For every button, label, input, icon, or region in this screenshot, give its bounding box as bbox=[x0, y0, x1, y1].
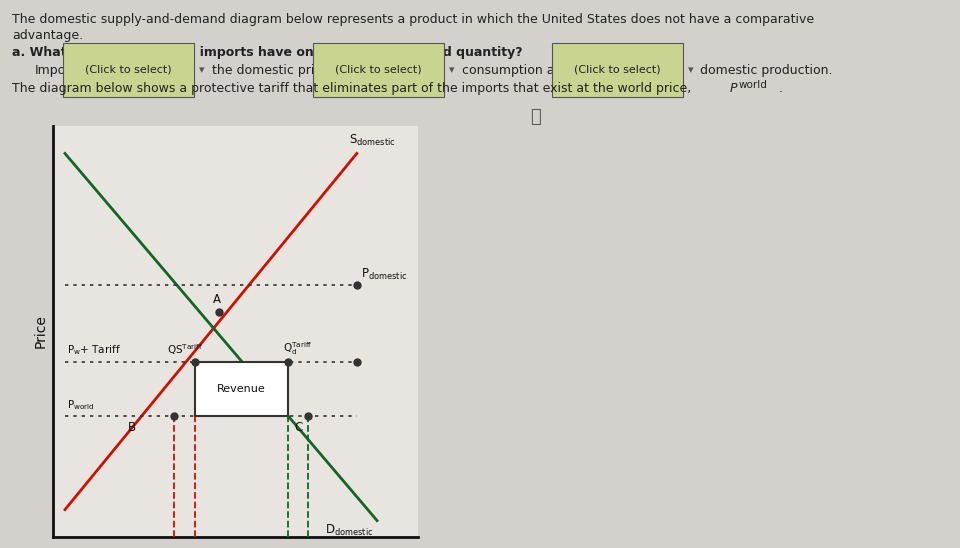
Text: ⓘ: ⓘ bbox=[530, 108, 540, 126]
Text: B: B bbox=[128, 421, 136, 434]
Text: P$_{\mathregular{w}}$+ Tariff: P$_{\mathregular{w}}$+ Tariff bbox=[67, 344, 121, 357]
Text: S$_{\mathregular{domestic}}$: S$_{\mathregular{domestic}}$ bbox=[348, 133, 396, 148]
Text: Q$_{\mathregular{d}}^{\mathregular{Tariff}}$: Q$_{\mathregular{d}}^{\mathregular{Tarif… bbox=[283, 340, 313, 357]
Text: P: P bbox=[730, 82, 737, 95]
Text: (Click to select): (Click to select) bbox=[574, 65, 660, 75]
Text: advantage.: advantage. bbox=[12, 29, 84, 42]
Text: .: . bbox=[779, 82, 783, 95]
Text: world: world bbox=[739, 80, 768, 90]
Text: the domestic price,: the domestic price, bbox=[212, 64, 333, 77]
Text: C: C bbox=[294, 421, 302, 434]
Text: Revenue: Revenue bbox=[217, 384, 266, 394]
Text: The diagram below shows a protective tariff that eliminates part of the imports : The diagram below shows a protective tar… bbox=[12, 82, 695, 95]
Text: QS$^{\mathregular{Tariff}}$: QS$^{\mathregular{Tariff}}$ bbox=[166, 342, 203, 357]
Text: ▾: ▾ bbox=[688, 65, 694, 75]
Text: (Click to select): (Click to select) bbox=[335, 65, 421, 75]
Text: A: A bbox=[213, 293, 221, 306]
Text: The domestic supply-and-demand diagram below represents a product in which the U: The domestic supply-and-demand diagram b… bbox=[12, 13, 814, 26]
Text: P$_{\mathregular{world}}$: P$_{\mathregular{world}}$ bbox=[67, 398, 95, 412]
Text: consumption and: consumption and bbox=[462, 64, 570, 77]
Text: P$_{\mathregular{domestic}}$: P$_{\mathregular{domestic}}$ bbox=[361, 267, 407, 282]
Text: ▾: ▾ bbox=[199, 65, 204, 75]
FancyBboxPatch shape bbox=[195, 362, 288, 416]
Y-axis label: Price: Price bbox=[34, 315, 47, 349]
Text: domestic production.: domestic production. bbox=[700, 64, 832, 77]
Text: a. What impact do foreign imports have on domestic price and quantity?: a. What impact do foreign imports have o… bbox=[12, 46, 522, 59]
Text: ▾: ▾ bbox=[449, 65, 455, 75]
Text: D$_{\mathregular{domestic}}$: D$_{\mathregular{domestic}}$ bbox=[324, 523, 373, 539]
Text: (Click to select): (Click to select) bbox=[85, 65, 172, 75]
Text: Imports: Imports bbox=[35, 64, 83, 77]
